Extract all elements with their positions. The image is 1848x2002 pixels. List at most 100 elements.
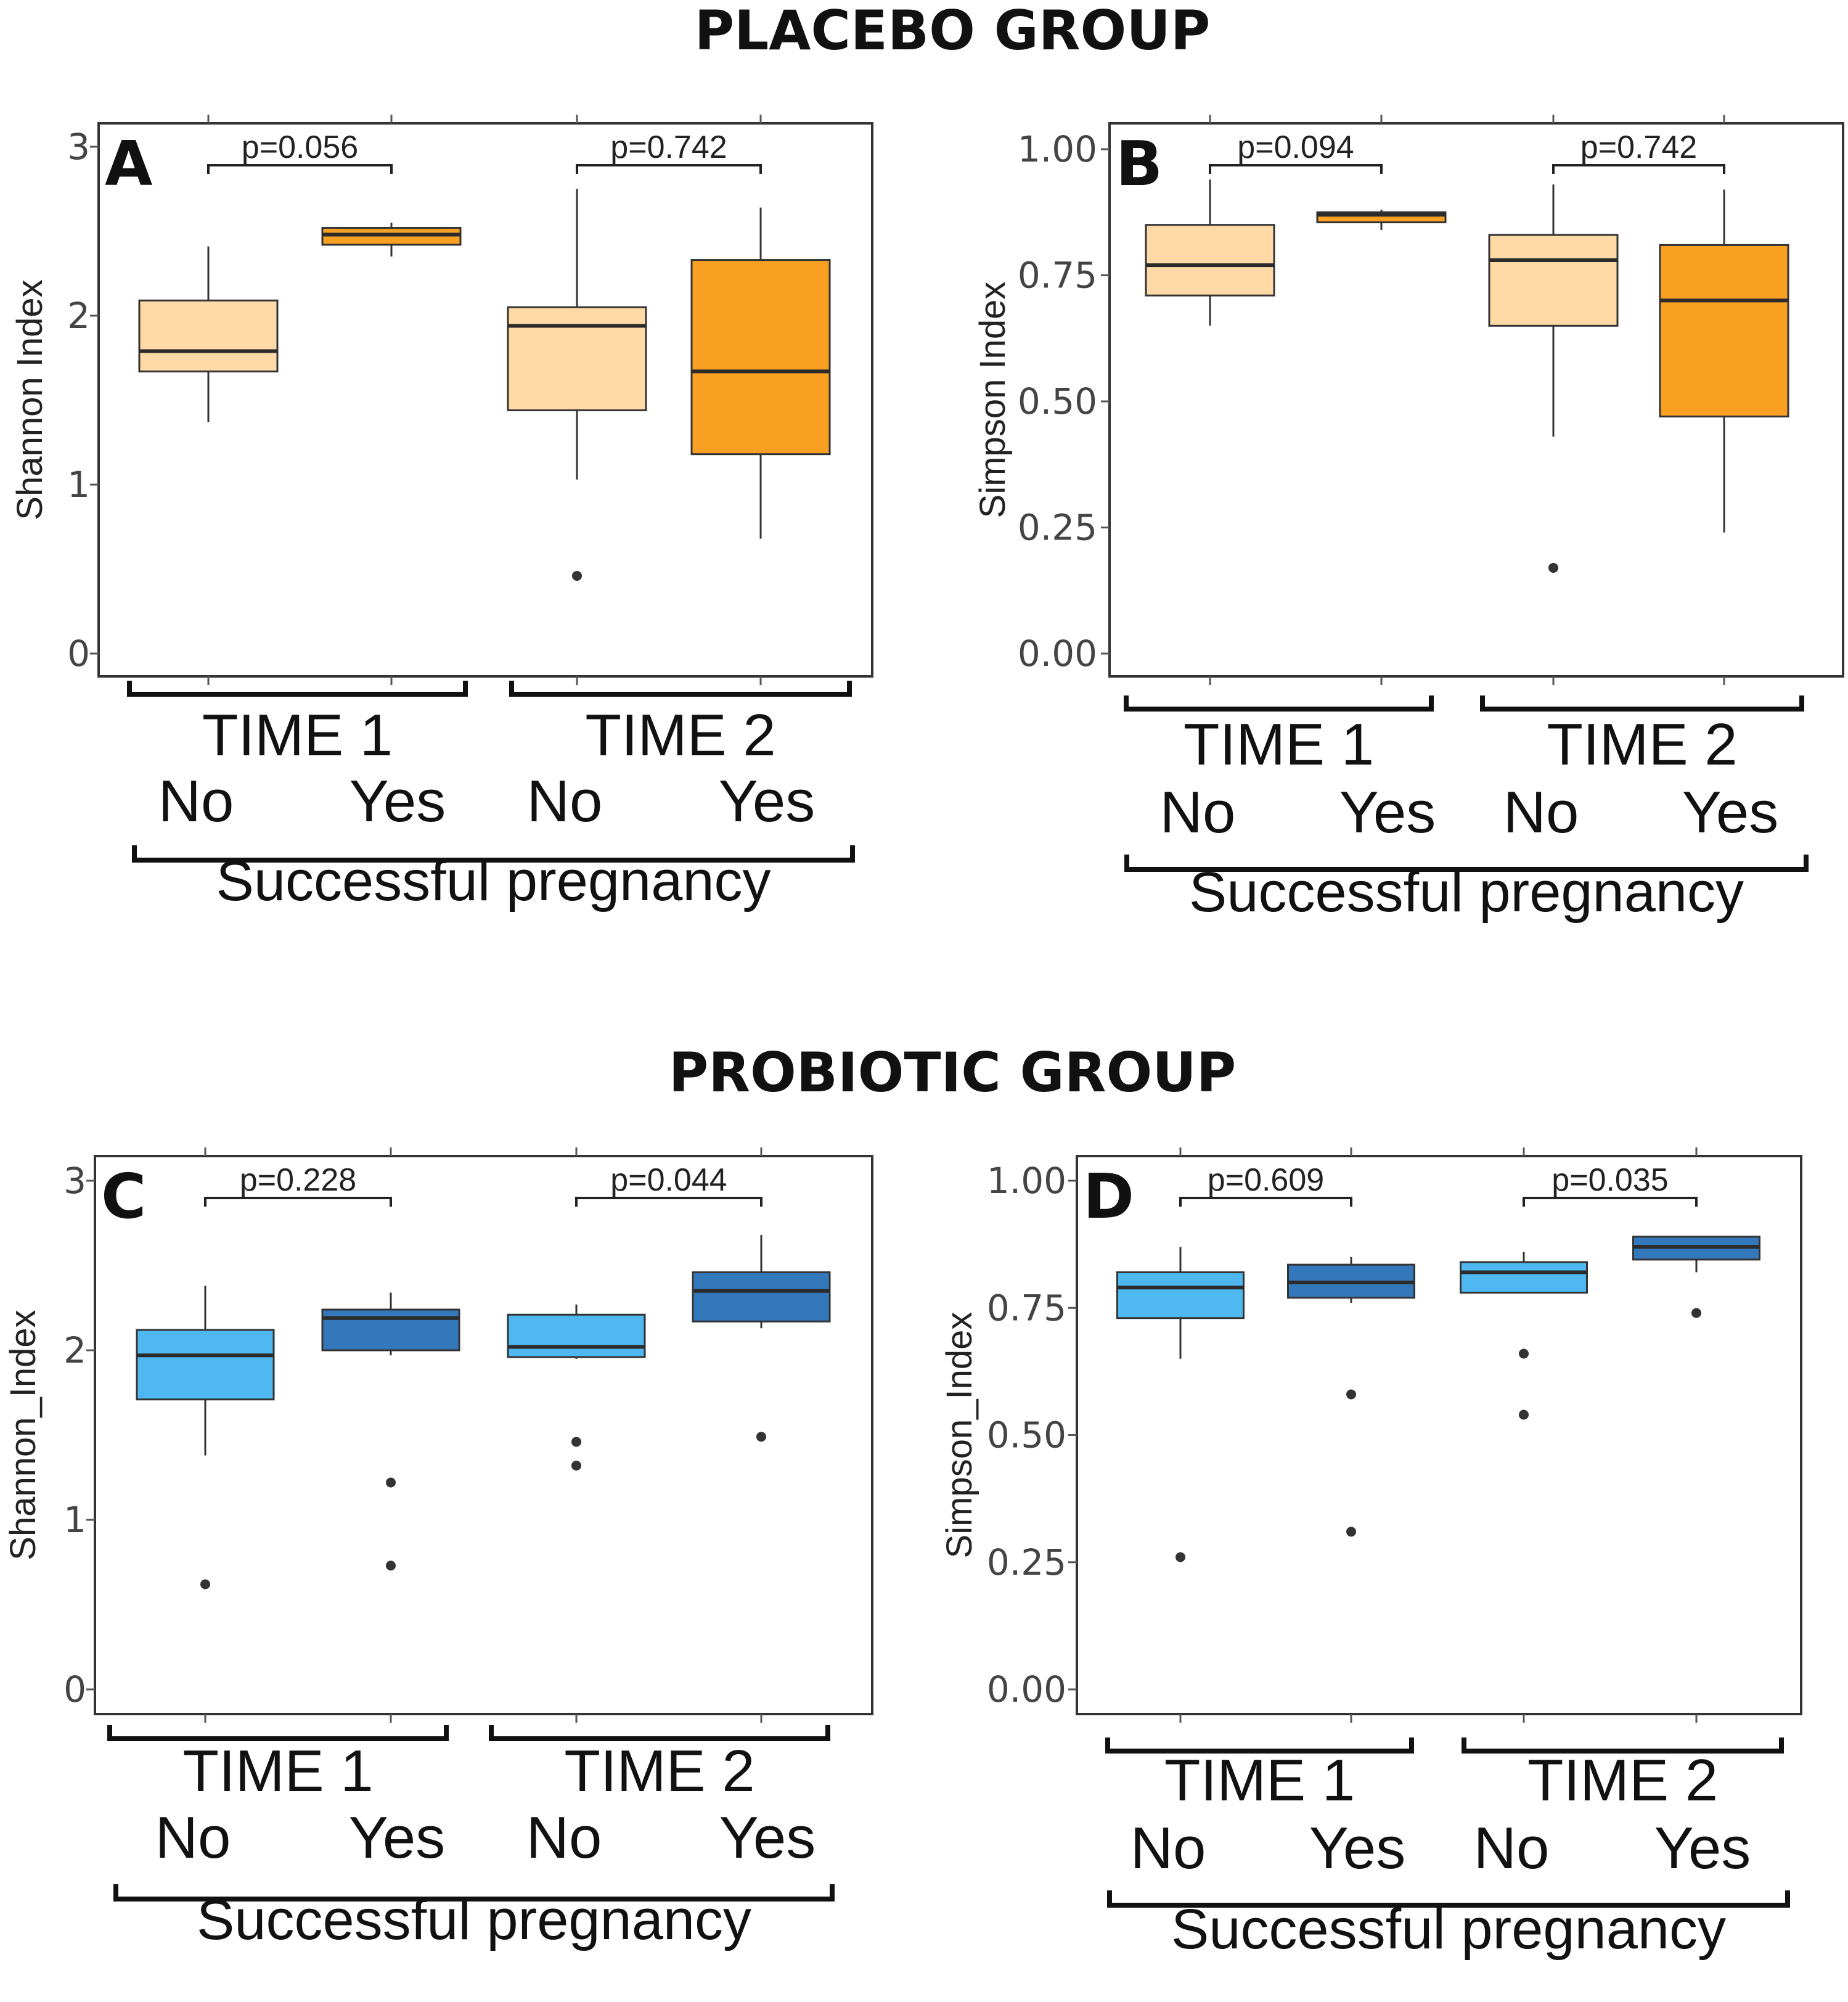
outlier-point	[1548, 562, 1558, 573]
probiotic-group-title: PROBIOTIC GROUP	[669, 1041, 1236, 1104]
outlier-point	[1175, 1552, 1185, 1562]
pvalue-label: p=0.035	[1552, 1162, 1668, 1198]
time-bracket	[1105, 1737, 1414, 1754]
iqr-box	[138, 299, 279, 372]
y-tick-label: 3	[63, 1160, 86, 1202]
category-label: No	[1160, 779, 1236, 845]
box-4	[1659, 189, 1789, 533]
y-tick-label: 2	[67, 295, 90, 337]
category-label: Yes	[1339, 779, 1436, 845]
panel-c: 0 1 2 3 Shannon_Index C p=0.228 p=0.044 TIME 1 TI…	[3, 1147, 873, 1951]
category-label: No	[1130, 1815, 1206, 1881]
iqr-box	[1116, 1271, 1245, 1319]
y-axis-label: Shannon Index	[10, 279, 50, 520]
time-label: TIME 1	[202, 702, 393, 768]
iqr-box	[1659, 244, 1789, 418]
y-tick-label: 0.25	[987, 1541, 1066, 1583]
y-axis-label: Simpson Index	[973, 282, 1013, 519]
time-label: TIME 2	[1527, 1747, 1718, 1813]
category-label: Yes	[349, 1805, 446, 1871]
time-bracket	[1124, 695, 1434, 712]
time-label: TIME 2	[564, 1738, 754, 1804]
box-4	[690, 207, 831, 539]
box-3	[507, 189, 647, 581]
xlabel-bracket	[132, 845, 855, 863]
outlier-point	[572, 570, 582, 581]
box-1	[1145, 179, 1275, 326]
time-bracket	[489, 1725, 830, 1741]
time-bracket	[107, 1725, 449, 1741]
category-label: Yes	[719, 768, 816, 834]
box-3	[507, 1304, 646, 1471]
time-label: TIME 2	[585, 702, 775, 768]
iqr-box	[507, 1313, 646, 1358]
pvalue-bracket	[1209, 164, 1383, 174]
x-axis-label: Successful pregnancy	[197, 1889, 751, 1951]
outlier-point	[571, 1461, 581, 1471]
pvalue-label: p=0.056	[242, 129, 358, 165]
y-tick-label: 0.00	[1018, 633, 1097, 675]
panels-container: 0 1 2 3 Shannon Index A p=0.056 p=0.742 TIME 1 TI…	[3, 115, 1844, 1961]
xlabel-bracket	[1107, 1890, 1790, 1908]
y-tick-label: 0.50	[1018, 380, 1097, 422]
category-label: No	[158, 768, 234, 834]
iqr-box	[507, 306, 647, 411]
y-tick-label: 1	[63, 1499, 86, 1541]
box-2	[321, 1292, 460, 1571]
time-bracket	[1480, 695, 1804, 712]
y-tick-label: 0.50	[987, 1414, 1066, 1456]
iqr-box	[692, 1271, 831, 1323]
outlier-point	[1346, 1389, 1356, 1400]
box-2	[321, 223, 462, 257]
box-4	[692, 1235, 831, 1442]
y-tick-label: 0.25	[1018, 507, 1097, 549]
box-2	[1316, 210, 1447, 230]
category-label: No	[1474, 1815, 1550, 1881]
time-label: TIME 2	[1547, 712, 1737, 777]
pvalue-label: p=0.742	[610, 129, 727, 165]
y-tick-label: 1	[67, 464, 90, 506]
y-tick-label: 1.00	[1018, 128, 1097, 170]
category-label: Yes	[1309, 1815, 1406, 1881]
time-label: TIME 1	[182, 1738, 373, 1804]
outlier-point	[1519, 1348, 1529, 1359]
pvalue-label: p=0.609	[1208, 1162, 1324, 1198]
category-label: No	[1503, 779, 1579, 845]
x-axis-label: Successful pregnancy	[216, 850, 771, 913]
xlabel-bracket	[1124, 855, 1809, 872]
box-4	[1632, 1236, 1760, 1318]
pvalue-bracket	[1523, 1197, 1698, 1207]
outlier-point	[386, 1477, 396, 1488]
category-label: No	[155, 1805, 231, 1871]
y-tick-label: 2	[63, 1329, 86, 1371]
category-label: No	[527, 768, 603, 834]
panel-b: 0.00 0.25 0.50 0.75 1.00 Simpson Index B p=0.09…	[973, 115, 1844, 924]
pvalue-bracket	[1179, 1197, 1352, 1207]
box-1	[138, 246, 279, 422]
y-tick-label: 0.75	[1018, 255, 1097, 297]
pvalue-label: p=0.742	[1580, 129, 1697, 165]
outlier-point	[386, 1561, 396, 1571]
iqr-box	[1145, 224, 1275, 297]
category-label: Yes	[719, 1805, 816, 1871]
time-label: TIME 1	[1164, 1747, 1355, 1813]
xlabel-bracket	[113, 1884, 835, 1901]
box-1	[1116, 1247, 1245, 1562]
pvalue-bracket	[575, 1197, 763, 1207]
panel-d: 0.00 0.25 0.50 0.75 1.00 Simpson_Index D p=0.60…	[939, 1147, 1802, 1961]
y-tick-label: 0	[63, 1668, 86, 1710]
panel-a: 0 1 2 3 Shannon Index A p=0.056 p=0.742 TIME 1 TI…	[10, 115, 873, 913]
iqr-box	[1488, 234, 1619, 327]
pvalue-label: p=0.094	[1237, 129, 1354, 165]
panel-letter: B	[1116, 128, 1163, 200]
x-axis-label: Successful pregnancy	[1189, 861, 1744, 924]
outlier-point	[1346, 1527, 1356, 1537]
box-2	[1287, 1257, 1415, 1537]
pvalue-label: p=0.228	[240, 1162, 356, 1198]
pvalue-bracket	[207, 164, 393, 174]
outlier-point	[571, 1437, 581, 1447]
iqr-box	[1460, 1261, 1588, 1294]
outlier-point	[1691, 1308, 1701, 1318]
panel-letter: A	[105, 128, 152, 200]
